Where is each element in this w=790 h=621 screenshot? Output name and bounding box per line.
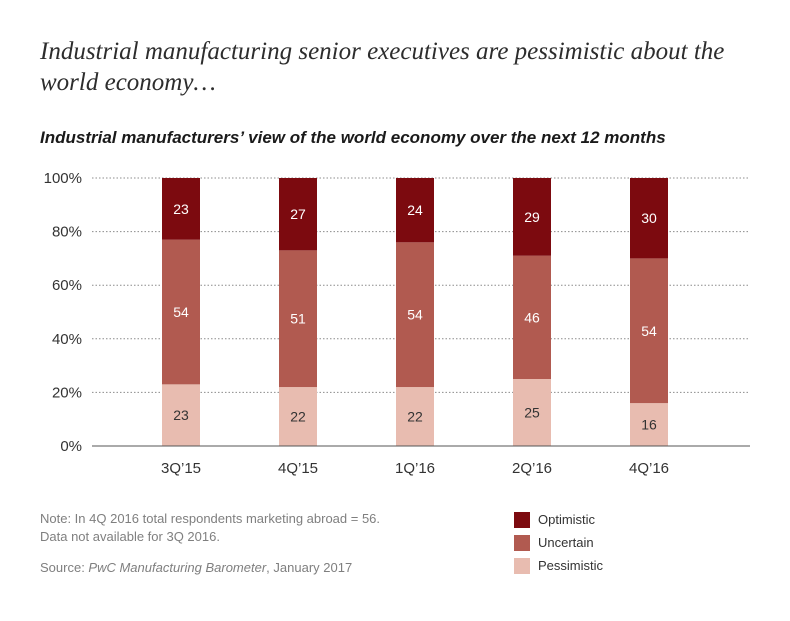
data-label: 24 — [407, 202, 423, 218]
data-label: 54 — [407, 307, 423, 323]
data-label: 25 — [524, 405, 540, 421]
legend-label-optimistic: Optimistic — [538, 512, 596, 527]
bar-segment-uncertain — [513, 255, 551, 379]
bar-segment-optimistic — [630, 178, 668, 259]
note-line-1: Note: In 4Q 2016 total respondents marke… — [40, 511, 381, 526]
data-label: 23 — [173, 407, 189, 423]
data-label: 29 — [524, 209, 540, 225]
note-line-2: Data not available for 3Q 2016. — [40, 529, 220, 544]
source-prefix: Source: — [40, 560, 89, 575]
data-label: 27 — [290, 206, 306, 222]
legend-label-pessimistic: Pessimistic — [538, 558, 604, 573]
x-tick-label: 3Q’15 — [161, 460, 201, 477]
legend-swatch-pessimistic — [514, 557, 530, 574]
data-label: 22 — [290, 409, 306, 425]
y-tick-label: 20% — [52, 384, 82, 401]
bar-segment-optimistic — [279, 178, 317, 251]
data-label: 51 — [290, 311, 306, 327]
chart-note: Note: In 4Q 2016 total respondents marke… — [40, 510, 380, 546]
source-line: Source: PwC Manufacturing Barometer, Jan… — [40, 560, 352, 575]
legend-label-uncertain: Uncertain — [538, 535, 594, 550]
y-tick-label: 100% — [44, 170, 82, 187]
y-tick-label: 0% — [60, 438, 82, 455]
bar-segment-uncertain — [630, 258, 668, 404]
legend-item-pessimistic: Pessimistic — [514, 554, 603, 577]
source-suffix: , January 2017 — [266, 560, 353, 575]
bar-segment-pessimistic — [396, 387, 434, 446]
bar-segment-optimistic — [513, 178, 551, 256]
bar-segment-pessimistic — [279, 387, 317, 446]
bar-segment-uncertain — [279, 250, 317, 388]
y-tick-label: 60% — [52, 277, 82, 294]
legend-swatch-optimistic — [514, 511, 530, 528]
data-label: 16 — [641, 417, 657, 433]
x-tick-label: 1Q’16 — [395, 460, 435, 477]
data-label: 22 — [407, 409, 423, 425]
data-label: 54 — [641, 323, 657, 339]
legend: Optimistic Uncertain Pessimistic — [514, 508, 603, 577]
bar-segment-uncertain — [396, 242, 434, 388]
data-label: 30 — [641, 210, 657, 226]
data-label: 23 — [173, 201, 189, 217]
bar-segment-pessimistic — [513, 379, 551, 446]
data-label: 54 — [173, 304, 189, 320]
y-tick-label: 40% — [52, 331, 82, 348]
x-tick-label: 4Q’15 — [278, 460, 318, 477]
bar-segment-optimistic — [162, 178, 200, 240]
bar-segment-optimistic — [396, 178, 434, 243]
headline: Industrial manufacturing senior executiv… — [40, 38, 725, 96]
bar-segment-pessimistic — [630, 403, 668, 446]
chart-title: Industrial manufacturers’ view of the wo… — [40, 128, 666, 147]
data-label: 46 — [524, 309, 540, 325]
bar-segment-uncertain — [162, 239, 200, 385]
legend-swatch-uncertain — [514, 534, 530, 551]
legend-item-uncertain: Uncertain — [514, 531, 603, 554]
bar-segment-pessimistic — [162, 384, 200, 446]
source-title: PwC Manufacturing Barometer — [88, 560, 267, 575]
legend-item-optimistic: Optimistic — [514, 508, 603, 531]
x-tick-label: 4Q’16 — [629, 460, 669, 477]
x-tick-label: 2Q’16 — [512, 460, 552, 477]
y-tick-label: 80% — [52, 224, 82, 241]
